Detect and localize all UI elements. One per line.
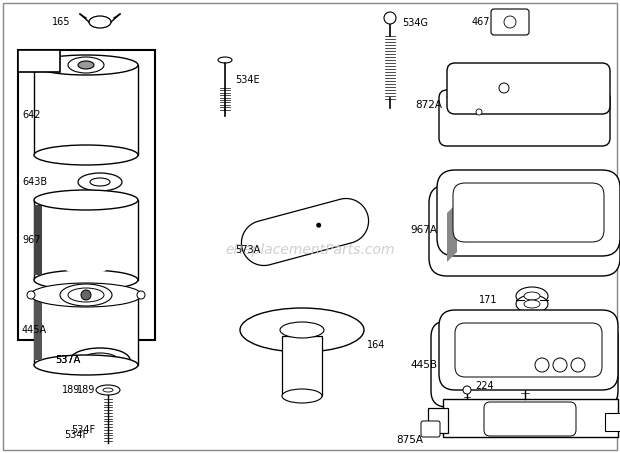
FancyBboxPatch shape bbox=[437, 170, 620, 256]
FancyBboxPatch shape bbox=[421, 421, 440, 437]
Circle shape bbox=[476, 109, 482, 115]
Ellipse shape bbox=[82, 353, 118, 367]
Circle shape bbox=[316, 223, 321, 228]
Text: 224: 224 bbox=[475, 381, 494, 391]
Bar bbox=[34, 200, 138, 280]
FancyBboxPatch shape bbox=[439, 310, 618, 390]
Text: 534E: 534E bbox=[235, 75, 260, 85]
Ellipse shape bbox=[34, 145, 138, 165]
Circle shape bbox=[504, 16, 516, 28]
Text: 171: 171 bbox=[479, 295, 497, 305]
Ellipse shape bbox=[70, 348, 130, 372]
Ellipse shape bbox=[34, 285, 138, 305]
Bar bbox=[605, 413, 620, 431]
Ellipse shape bbox=[60, 284, 112, 306]
FancyBboxPatch shape bbox=[453, 183, 604, 242]
Text: 643B: 643B bbox=[22, 177, 47, 187]
Ellipse shape bbox=[516, 295, 548, 313]
Text: 445B: 445B bbox=[410, 360, 437, 370]
Text: 642: 642 bbox=[22, 110, 40, 120]
Ellipse shape bbox=[516, 287, 548, 305]
Polygon shape bbox=[241, 198, 368, 265]
Text: 164: 164 bbox=[367, 340, 386, 350]
Circle shape bbox=[571, 358, 585, 372]
Ellipse shape bbox=[34, 270, 138, 290]
Text: 872A: 872A bbox=[415, 100, 442, 110]
FancyBboxPatch shape bbox=[447, 63, 610, 114]
Text: 875A: 875A bbox=[396, 435, 423, 445]
Text: 536B: 536B bbox=[21, 56, 51, 66]
Text: 537A: 537A bbox=[55, 355, 80, 365]
Circle shape bbox=[463, 386, 471, 394]
Ellipse shape bbox=[240, 308, 364, 352]
Ellipse shape bbox=[34, 190, 138, 210]
FancyBboxPatch shape bbox=[491, 9, 529, 35]
Bar bbox=[282, 336, 322, 396]
Ellipse shape bbox=[27, 291, 35, 299]
Text: 165: 165 bbox=[51, 17, 70, 27]
Circle shape bbox=[81, 290, 91, 300]
FancyBboxPatch shape bbox=[484, 402, 576, 436]
Ellipse shape bbox=[137, 291, 145, 299]
Text: 534F: 534F bbox=[71, 425, 95, 435]
Ellipse shape bbox=[46, 205, 126, 275]
Text: 189: 189 bbox=[61, 385, 80, 395]
Text: 534G: 534G bbox=[402, 18, 428, 28]
Polygon shape bbox=[34, 300, 42, 360]
Bar bbox=[34, 295, 138, 365]
Ellipse shape bbox=[34, 55, 138, 75]
Ellipse shape bbox=[90, 178, 110, 186]
FancyBboxPatch shape bbox=[431, 321, 618, 407]
Ellipse shape bbox=[524, 292, 540, 300]
FancyBboxPatch shape bbox=[429, 185, 620, 276]
Bar bbox=[18, 50, 60, 72]
Circle shape bbox=[384, 12, 396, 24]
Circle shape bbox=[553, 358, 567, 372]
Text: 534F: 534F bbox=[64, 430, 88, 440]
Polygon shape bbox=[447, 203, 457, 262]
Ellipse shape bbox=[218, 57, 232, 63]
Text: 967: 967 bbox=[22, 235, 40, 245]
Ellipse shape bbox=[89, 16, 111, 28]
Text: 573A: 573A bbox=[235, 245, 260, 255]
Text: 967A: 967A bbox=[410, 225, 437, 235]
Ellipse shape bbox=[282, 389, 322, 403]
Ellipse shape bbox=[280, 322, 324, 338]
Ellipse shape bbox=[524, 300, 540, 308]
Ellipse shape bbox=[68, 288, 104, 302]
Bar bbox=[18, 50, 155, 340]
Text: 445A: 445A bbox=[22, 325, 47, 335]
Bar bbox=[428, 408, 448, 433]
Text: 189: 189 bbox=[77, 385, 95, 395]
FancyBboxPatch shape bbox=[455, 323, 602, 377]
Ellipse shape bbox=[30, 283, 142, 307]
Ellipse shape bbox=[34, 355, 138, 375]
Polygon shape bbox=[34, 205, 42, 275]
Circle shape bbox=[535, 358, 549, 372]
Ellipse shape bbox=[78, 61, 94, 69]
Text: eReplacementParts.com: eReplacementParts.com bbox=[225, 243, 395, 257]
Text: 537A: 537A bbox=[55, 355, 80, 365]
FancyBboxPatch shape bbox=[439, 90, 610, 146]
Circle shape bbox=[499, 83, 509, 93]
Ellipse shape bbox=[96, 385, 120, 395]
Ellipse shape bbox=[78, 173, 122, 191]
Bar bbox=[34, 65, 138, 155]
Bar bbox=[443, 399, 618, 437]
Ellipse shape bbox=[103, 388, 113, 392]
Text: 467: 467 bbox=[471, 17, 490, 27]
Ellipse shape bbox=[68, 57, 104, 73]
